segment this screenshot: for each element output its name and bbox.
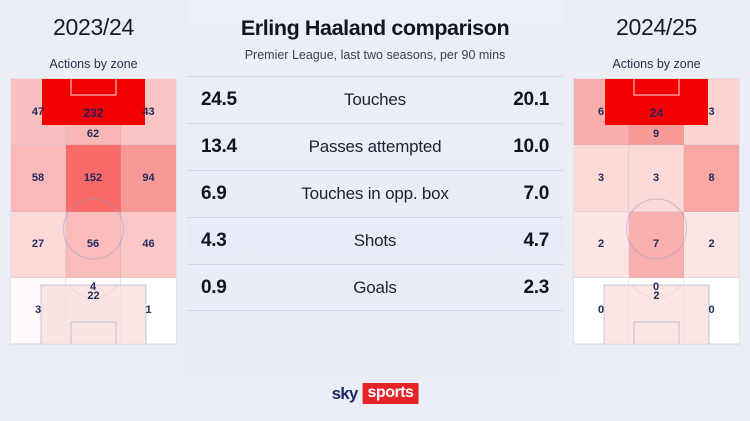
zone-cell: 56 <box>66 211 121 278</box>
zone-value: 2 <box>597 238 605 251</box>
zone-cell: 3 <box>574 145 629 212</box>
left-season-panel: 2023/24 Actions by zone 47 62 43 58 152 94 27 5… <box>0 0 187 421</box>
stat-right-value: 10.0 <box>513 136 549 157</box>
penalty-box-value: 232 <box>83 106 104 121</box>
left-pitch-heatmap: 47 62 43 58 152 94 27 56 46 3 4 1 232 22 <box>10 78 177 345</box>
zone-cell: 94 <box>121 145 176 212</box>
penalty-box-value: 24 <box>649 106 664 121</box>
zone-cell: 152 <box>66 145 121 212</box>
zone-cell: 46 <box>121 211 176 278</box>
stat-row: 6.9 Touches in opp. box 7.0 <box>187 170 563 217</box>
goal-area-value: 2 <box>653 290 660 303</box>
goal-area-value: 22 <box>87 290 100 303</box>
right-season-panel: 2024/25 Actions by zone 6 9 3 3 3 8 2 7 2 0 0 0 24 2 <box>563 0 750 421</box>
zone-cell: 2 <box>684 211 739 278</box>
logo-sports-text: sports <box>362 383 419 404</box>
stat-right-value: 7.0 <box>523 183 549 204</box>
stat-left-value: 4.3 <box>201 230 227 251</box>
zone-value: 152 <box>83 171 103 184</box>
zone-value: 3 <box>708 105 715 118</box>
stat-label: Goals <box>353 277 397 297</box>
stat-row: 4.3 Shots 4.7 <box>187 217 563 264</box>
zone-cell: 8 <box>684 145 739 212</box>
zone-value: 2 <box>708 238 715 251</box>
zone-value: 56 <box>86 238 100 251</box>
zone-value: 47 <box>31 105 45 118</box>
zone-value: 0 <box>597 304 605 317</box>
stat-right-value: 4.7 <box>523 230 549 251</box>
zone-value: 8 <box>708 171 715 184</box>
zone-value: 94 <box>142 171 155 184</box>
stat-left-value: 6.9 <box>201 183 227 204</box>
zone-value: 0 <box>708 304 715 317</box>
zone-cell: 2 <box>574 211 629 278</box>
zone-value: 3 <box>34 304 42 317</box>
zone-value: 3 <box>652 171 660 184</box>
right-pitch-heatmap: 6 9 3 3 3 8 2 7 2 0 0 0 24 2 <box>573 78 740 345</box>
penalty-box-zone: 232 <box>41 79 146 126</box>
stat-left-value: 13.4 <box>201 136 237 157</box>
left-zone-caption: Actions by zone <box>49 57 138 71</box>
page-title: Erling Haaland comparison <box>240 16 510 40</box>
zone-cell: 58 <box>11 145 66 212</box>
left-season-label: 2023/24 <box>52 14 135 40</box>
zone-value: 46 <box>142 238 155 251</box>
stat-label: Shots <box>353 231 397 250</box>
page-subtitle: Premier League, last two seasons, per 90… <box>244 48 506 62</box>
zone-value: 58 <box>31 171 45 184</box>
zone-value: 1 <box>145 304 152 317</box>
stat-left-value: 0.9 <box>201 276 227 298</box>
zone-value: 3 <box>597 171 605 184</box>
zone-value: 7 <box>652 238 660 251</box>
stat-label: Touches in opp. box <box>301 184 449 203</box>
zone-value: 9 <box>652 128 660 141</box>
zone-cell: 3 <box>629 145 684 212</box>
stat-row: 24.5 Touches 20.1 <box>187 76 563 123</box>
stats-table: 24.5 Touches 20.1 13.4 Passes attempted 10.0 6… <box>187 76 563 311</box>
zone-cell: 27 <box>11 211 66 278</box>
zone-value: 43 <box>142 105 155 118</box>
stat-left-value: 24.5 <box>201 89 237 110</box>
right-zone-caption: Actions by zone <box>612 57 701 71</box>
sky-sports-logo: sky sports <box>331 383 419 404</box>
zone-value: 62 <box>86 128 100 141</box>
penalty-box-zone: 24 <box>604 79 709 126</box>
logo-sky-text: sky <box>331 383 359 403</box>
stat-right-value: 2.3 <box>523 276 549 298</box>
zone-value: 27 <box>31 238 45 251</box>
stat-label: Touches <box>344 90 406 109</box>
zone-value: 6 <box>597 105 605 118</box>
zone-cell: 7 <box>629 211 684 278</box>
right-season-label: 2024/25 <box>615 14 698 40</box>
stat-row: 13.4 Passes attempted 10.0 <box>187 123 563 170</box>
stat-label: Passes attempted <box>308 137 442 156</box>
stat-row: 0.9 Goals 2.3 <box>187 264 563 311</box>
stat-right-value: 20.1 <box>513 89 549 110</box>
stats-panel: Erling Haaland comparison Premier League… <box>187 0 563 421</box>
